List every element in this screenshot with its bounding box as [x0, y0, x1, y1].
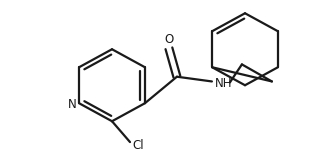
Text: N: N	[68, 98, 76, 111]
Text: NH: NH	[215, 77, 233, 90]
Text: O: O	[164, 33, 173, 46]
Text: Cl: Cl	[132, 139, 144, 152]
